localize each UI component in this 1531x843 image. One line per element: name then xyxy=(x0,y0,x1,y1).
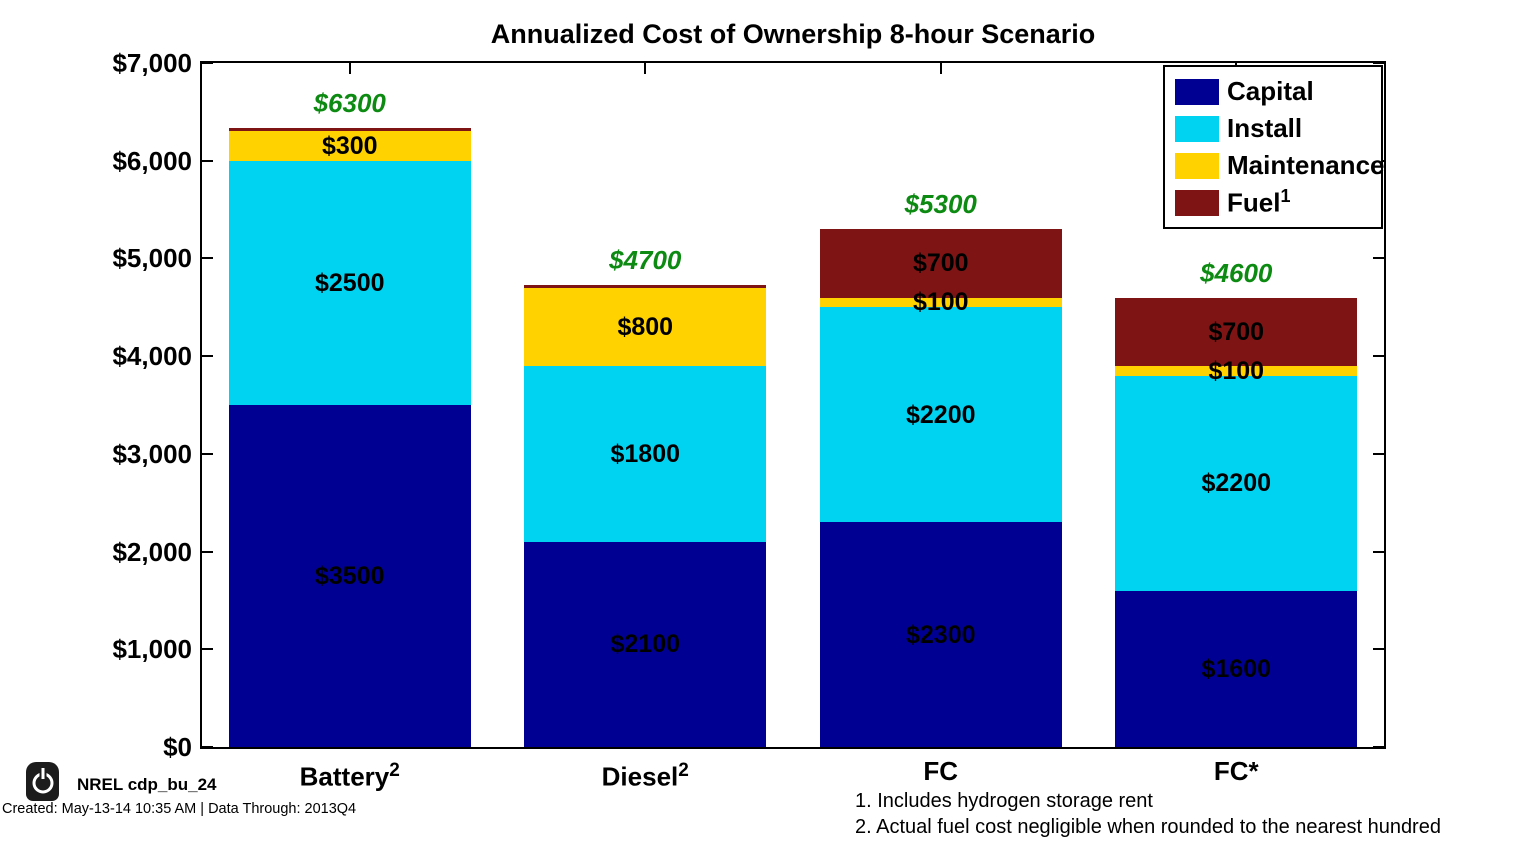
legend-swatch-maintenance xyxy=(1175,152,1219,179)
y-axis-tick-mark-right xyxy=(1373,452,1384,455)
footnote-1: 1. Includes hydrogen storage rent xyxy=(855,790,1153,812)
bar-segment-value: $100 xyxy=(912,288,969,317)
bar-segment-install xyxy=(228,160,471,405)
x-axis-category-superscript: 2 xyxy=(389,760,400,781)
y-axis-tick-label: $6,000 xyxy=(112,145,192,176)
y-axis-tick-mark-right xyxy=(1373,746,1384,748)
x-axis-category-text: FC xyxy=(923,756,959,786)
bar-segment-capital xyxy=(1115,590,1358,747)
bar-segment-install xyxy=(1115,375,1358,591)
bar-total-value: $4700 xyxy=(609,244,682,275)
bar-segment-fuel xyxy=(819,229,1062,298)
legend-entry-fuel: Fuel1 xyxy=(1175,184,1381,221)
power-icon xyxy=(26,762,59,801)
chart-title: Annualized Cost of Ownership 8-hour Scen… xyxy=(490,19,1096,49)
y-axis-tick-label: $1,000 xyxy=(112,634,192,665)
bar-segment-value: $300 xyxy=(321,132,378,161)
bar-segment-maintenance xyxy=(228,131,471,161)
footnote-2: 2. Actual fuel cost negligible when roun… xyxy=(855,816,1441,838)
bar-segment-fuel xyxy=(228,128,471,132)
legend-swatch-fuel xyxy=(1175,189,1219,216)
bar-segment-value: $2100 xyxy=(610,630,681,659)
y-axis-tick-mark-left xyxy=(202,452,213,455)
footer-brand-label: NREL cdp_bu_24 xyxy=(77,775,217,794)
legend-label-superscript: 1 xyxy=(1280,186,1291,207)
legend-swatch-capital xyxy=(1175,78,1219,105)
y-axis-tick-mark-right xyxy=(1373,257,1384,260)
x-axis-category-text: Battery xyxy=(299,761,390,792)
y-axis-tick-mark-left xyxy=(202,159,213,162)
bar-segment-value: $1800 xyxy=(610,439,681,468)
x-axis-category-label: Diesel2 xyxy=(535,754,755,792)
y-axis-tick-mark-right xyxy=(1373,62,1384,64)
bar-total-value: $5300 xyxy=(904,189,977,220)
bar-segment-value: $2500 xyxy=(314,268,385,297)
y-axis-tick-mark-right xyxy=(1373,355,1384,358)
bar-segment-fuel xyxy=(524,284,767,288)
x-axis-category-text: FC* xyxy=(1213,756,1259,786)
footer-created-label: Created: May-13-14 10:35 AM | Data Throu… xyxy=(2,801,357,817)
bar-segment-value: $1600 xyxy=(1201,654,1272,683)
legend-entry-capital: Capital xyxy=(1175,73,1381,110)
bar-segment-value: $2200 xyxy=(1201,469,1272,498)
bar-total-value: $6300 xyxy=(313,88,386,119)
x-axis-category-label: Battery2 xyxy=(240,754,460,792)
bar-segment-value: $800 xyxy=(617,312,674,341)
legend-entry-maintenance: Maintenance xyxy=(1175,147,1385,184)
y-axis-tick-mark-right xyxy=(1373,648,1384,651)
x-axis-tick-mark-top xyxy=(644,63,647,74)
bar-segment-maintenance xyxy=(819,297,1062,308)
y-axis-tick-mark-left xyxy=(202,648,213,651)
bar-segment-value: $700 xyxy=(1208,317,1265,346)
bar-segment-maintenance xyxy=(524,287,767,366)
bar-segment-value: $2300 xyxy=(905,620,976,649)
y-axis-tick-label: $4,000 xyxy=(112,341,192,372)
y-axis-tick-label: $7,000 xyxy=(112,48,192,78)
x-axis-category-label: FC* xyxy=(1126,754,1346,788)
y-axis-tick-label: $0 xyxy=(163,732,192,762)
y-axis-tick-mark-left xyxy=(202,62,213,64)
legend-label: Install xyxy=(1227,113,1303,143)
power-icon-stem xyxy=(39,768,46,779)
bar-segment-maintenance xyxy=(1115,365,1358,376)
bar-segment-capital xyxy=(524,541,767,747)
bar-segment-value: $700 xyxy=(912,249,969,278)
y-axis-tick-label: $5,000 xyxy=(112,243,192,274)
legend: Capital Install Maintenance Fuel1 xyxy=(1163,65,1385,229)
bar-segment-value: $2200 xyxy=(905,400,976,429)
y-axis-tick-label: $2,000 xyxy=(112,536,192,567)
bar-segment-capital xyxy=(819,522,1062,747)
x-axis-tick-mark-top xyxy=(348,63,351,74)
legend-entry-install: Install xyxy=(1175,110,1381,147)
bar-segment-capital xyxy=(228,405,471,747)
x-axis-category-label: FC xyxy=(831,754,1051,788)
x-axis-category-text: Diesel xyxy=(601,761,679,792)
y-axis-tick-mark-left xyxy=(202,257,213,260)
y-axis-tick-mark-left xyxy=(202,355,213,358)
bar-segment-value: $3500 xyxy=(314,562,385,590)
y-axis-tick-mark-right xyxy=(1373,550,1384,553)
bar-total-value: $4600 xyxy=(1200,257,1273,288)
y-axis-tick-label: $3,000 xyxy=(112,438,192,469)
x-axis-tick-mark-top xyxy=(939,63,942,74)
bar-segment-fuel xyxy=(1115,297,1358,366)
legend-swatch-install xyxy=(1175,115,1219,142)
legend-label: Capital xyxy=(1227,76,1314,106)
y-axis-tick-mark-left xyxy=(202,746,213,748)
bar-segment-install xyxy=(819,307,1062,523)
y-axis-tick-mark-left xyxy=(202,550,213,553)
bar-segment-value: $100 xyxy=(1208,356,1265,385)
x-axis-category-superscript: 2 xyxy=(678,760,689,781)
legend-label: Maintenance xyxy=(1227,150,1385,180)
bar-segment-install xyxy=(524,365,767,542)
legend-label: Fuel1 xyxy=(1227,186,1291,218)
